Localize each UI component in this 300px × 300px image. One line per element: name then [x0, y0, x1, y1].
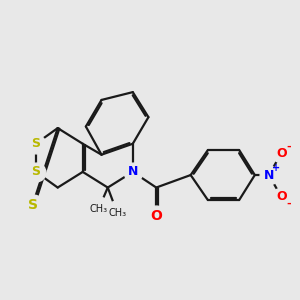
Text: S: S — [28, 198, 38, 212]
Text: S: S — [31, 165, 40, 178]
Text: O: O — [150, 209, 162, 223]
Text: O: O — [276, 190, 287, 203]
Text: CH₃: CH₃ — [108, 208, 126, 218]
Text: -: - — [286, 141, 291, 151]
Text: N: N — [128, 165, 138, 178]
Text: S: S — [31, 137, 40, 150]
Text: CH₃: CH₃ — [89, 204, 107, 214]
Text: -: - — [286, 199, 291, 209]
Text: O: O — [276, 147, 287, 160]
Text: N: N — [264, 169, 274, 182]
Text: +: + — [272, 163, 280, 173]
